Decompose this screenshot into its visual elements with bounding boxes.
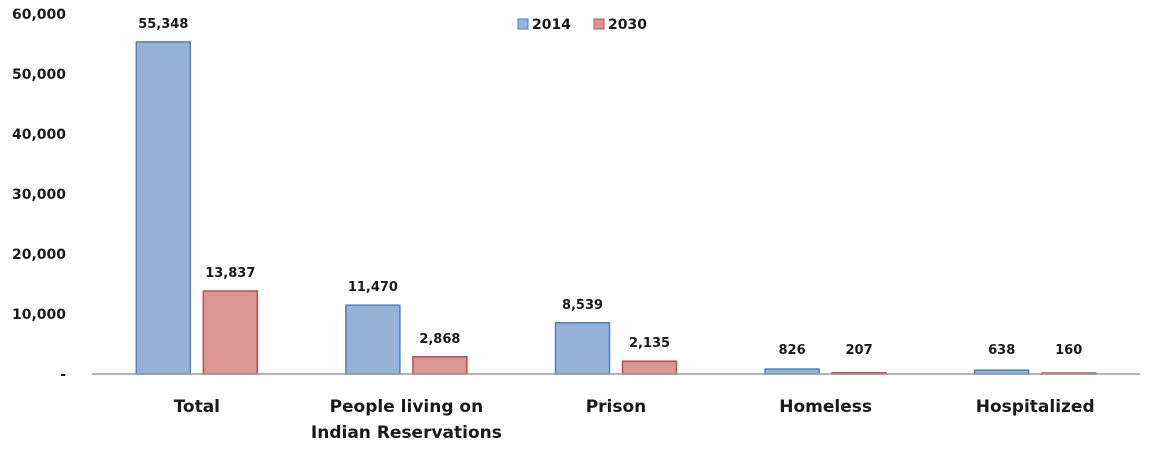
category-label: Hospitalized	[976, 397, 1095, 417]
data-label: 207	[846, 343, 873, 358]
bar-2014-1	[345, 304, 401, 375]
legend-swatch-2014	[517, 18, 529, 30]
category-label: Homeless	[779, 397, 872, 417]
y-tick-label: 60,000	[12, 7, 66, 23]
y-tick-label: 10,000	[12, 307, 66, 323]
y-tick-label: 20,000	[12, 247, 66, 263]
y-tick-label: 40,000	[12, 127, 66, 143]
bars	[135, 41, 1097, 375]
bar-2014-0	[135, 41, 192, 375]
bar-2030-0	[202, 290, 259, 375]
data-label: 2,135	[629, 336, 670, 351]
y-tick-label: -	[60, 367, 66, 383]
bar-2030-1	[412, 356, 468, 375]
bar-2014-2	[554, 322, 611, 375]
category-label: People living on	[330, 397, 484, 417]
data-label: 13,837	[205, 266, 255, 281]
legend-label: 2030	[608, 17, 647, 33]
legend: 2014 2030	[517, 17, 647, 33]
data-labels: 55,348 13,837 11,470 2,868 8,539 2,135 826 207 6…	[138, 17, 1082, 358]
data-label: 160	[1055, 343, 1082, 358]
data-label: 826	[779, 343, 806, 358]
legend-label: 2014	[532, 17, 571, 33]
data-label: 2,868	[419, 332, 460, 347]
y-tick-label: 50,000	[12, 67, 66, 83]
data-label: 638	[988, 343, 1015, 358]
y-tick-label: 30,000	[12, 187, 66, 203]
data-label: 55,348	[138, 17, 188, 32]
legend-swatch-2030	[593, 18, 605, 30]
data-label: 11,470	[348, 280, 398, 295]
category-labels: Total People living on Indian Reservations…	[174, 397, 1095, 443]
y-axis-labels: 60,000 50,000 40,000 30,000 20,000 10,000 -	[12, 7, 66, 383]
category-label: Indian Reservations	[311, 423, 502, 443]
bar-2030-2	[621, 360, 678, 375]
category-label: Total	[174, 397, 220, 417]
category-label: Prison	[586, 397, 647, 417]
data-label: 8,539	[562, 298, 603, 313]
